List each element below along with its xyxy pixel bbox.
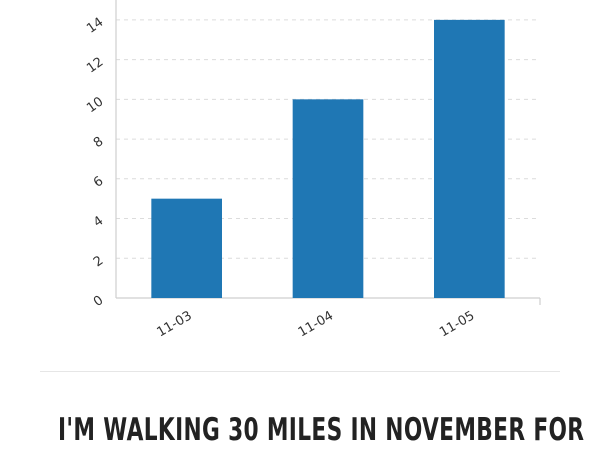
y-tick-label: 14	[84, 15, 106, 37]
x-tick-label: 11-03	[154, 308, 194, 340]
y-tick-label: 0	[91, 293, 106, 310]
y-tick-label: 6	[91, 174, 106, 191]
y-tick-label: 12	[84, 55, 106, 77]
x-tick-label: 11-05	[437, 308, 477, 340]
y-tick-label: 4	[91, 214, 106, 231]
bars	[151, 19, 505, 298]
page-heading: I'M WALKING 30 MILES IN NOVEMBER FOR	[58, 412, 585, 448]
y-tick-label: 10	[84, 94, 106, 116]
x-tick-labels: 11-03 11-04 11-05	[154, 308, 477, 340]
section-divider	[40, 371, 560, 372]
bar-chart: 0 2 4 6 8 10 12 14 11-03 11-04 11-05	[84, 0, 541, 340]
bar-11-03	[151, 198, 222, 298]
bar-11-05	[434, 19, 505, 298]
bar-11-04	[292, 99, 364, 298]
y-tick-labels: 0 2 4 6 8 10 12 14	[84, 15, 106, 310]
x-tick-label: 11-04	[296, 308, 336, 340]
y-tick-label: 2	[91, 253, 106, 270]
y-tick-label: 8	[91, 134, 106, 151]
